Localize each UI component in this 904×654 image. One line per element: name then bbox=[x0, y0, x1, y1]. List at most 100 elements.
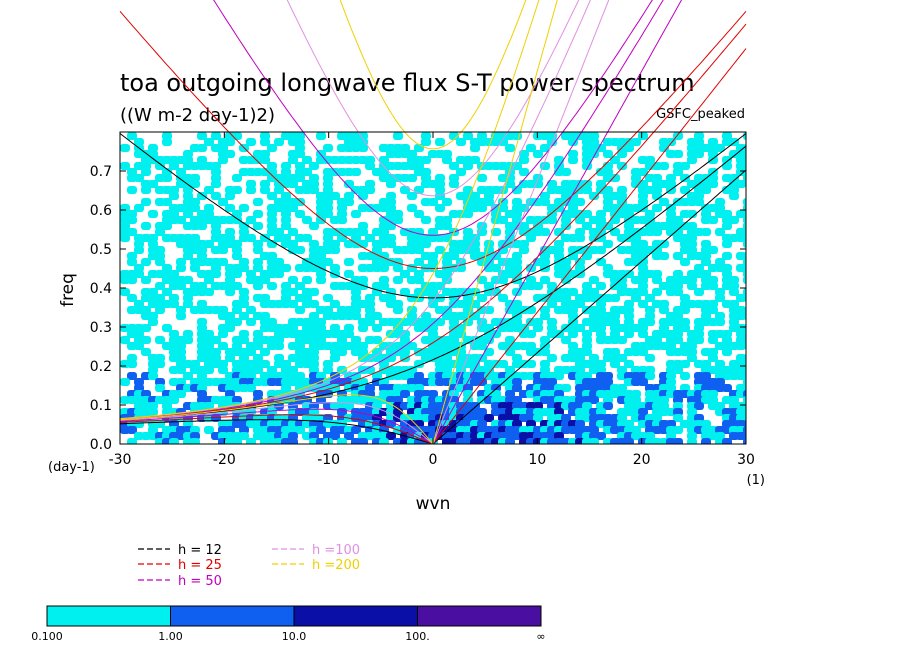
field-cell bbox=[673, 336, 683, 344]
field-cell bbox=[512, 270, 522, 278]
field-cell bbox=[435, 246, 445, 254]
field-cell bbox=[603, 198, 613, 206]
field-cell bbox=[722, 336, 732, 344]
field-cell bbox=[365, 294, 375, 302]
field-cell bbox=[533, 402, 543, 410]
dispersion-curves bbox=[119, 0, 747, 444]
field-cell bbox=[561, 216, 571, 224]
field-cell bbox=[428, 252, 438, 260]
field-cell bbox=[743, 294, 746, 302]
field-cell bbox=[351, 294, 361, 302]
field-cell bbox=[743, 216, 746, 224]
field-cell bbox=[127, 426, 137, 434]
field-cell bbox=[638, 240, 648, 248]
field-cell bbox=[274, 228, 284, 236]
field-cell bbox=[337, 336, 347, 344]
x-tick-label: 20 bbox=[633, 452, 651, 468]
field-cell bbox=[176, 216, 186, 224]
field-cell bbox=[652, 288, 662, 296]
field-cell bbox=[288, 228, 298, 236]
field-cell bbox=[267, 222, 277, 230]
field-cell bbox=[218, 330, 228, 338]
field-cell bbox=[743, 288, 746, 296]
field-cell bbox=[127, 258, 137, 266]
field-cell bbox=[540, 276, 550, 284]
field-cell bbox=[260, 348, 270, 356]
field-cell bbox=[715, 312, 725, 320]
field-cell bbox=[253, 210, 263, 218]
field-cell bbox=[253, 282, 263, 290]
field-cell bbox=[379, 252, 389, 260]
field-cell bbox=[260, 156, 270, 164]
field-cell bbox=[211, 132, 221, 140]
field-cell bbox=[575, 258, 585, 266]
field-cell bbox=[344, 324, 354, 332]
field-cell bbox=[582, 186, 592, 194]
field-cell bbox=[330, 300, 340, 308]
field-cell bbox=[589, 132, 599, 140]
field-cell bbox=[666, 210, 676, 218]
field-cell bbox=[470, 192, 480, 200]
field-cell bbox=[141, 336, 151, 344]
field-cell bbox=[197, 252, 207, 260]
field-cell bbox=[393, 210, 403, 218]
field-cell bbox=[652, 186, 662, 194]
field-cell bbox=[225, 288, 235, 296]
field-cell bbox=[386, 354, 396, 362]
field-cell bbox=[687, 354, 697, 362]
field-cell bbox=[260, 150, 270, 158]
field-cell bbox=[470, 144, 480, 152]
field-cell bbox=[526, 306, 536, 314]
field-cell bbox=[204, 138, 214, 146]
field-cell bbox=[190, 174, 200, 182]
field-cell bbox=[477, 204, 487, 212]
field-cell bbox=[505, 390, 515, 398]
field-cell bbox=[246, 138, 256, 146]
field-cell bbox=[729, 138, 739, 146]
field-cell bbox=[596, 282, 606, 290]
field-cell bbox=[617, 150, 627, 158]
field-cell bbox=[659, 252, 669, 260]
field-cell bbox=[232, 210, 242, 218]
field-cell bbox=[722, 222, 732, 230]
field-cell bbox=[330, 324, 340, 332]
field-cell bbox=[470, 312, 480, 320]
field-cell bbox=[218, 366, 228, 374]
field-cell bbox=[631, 426, 641, 434]
field-cell bbox=[540, 312, 550, 320]
field-cell bbox=[197, 300, 207, 308]
inertio-gravity-curve bbox=[119, 10, 747, 270]
field-cell bbox=[190, 438, 200, 444]
field-cell bbox=[491, 390, 501, 398]
field-cell bbox=[673, 414, 683, 422]
field-cell bbox=[715, 198, 725, 206]
field-cell bbox=[743, 396, 746, 404]
field-cell bbox=[197, 156, 207, 164]
field-cell bbox=[512, 186, 522, 194]
field-cell bbox=[358, 138, 368, 146]
field-cell bbox=[176, 264, 186, 272]
field-cell bbox=[414, 162, 424, 170]
field-cell bbox=[659, 396, 669, 404]
field-cell bbox=[239, 312, 249, 320]
field-cell bbox=[617, 414, 627, 422]
field-cell bbox=[624, 420, 634, 428]
field-cell bbox=[295, 138, 305, 146]
field-cell bbox=[736, 264, 746, 272]
field-cell bbox=[141, 306, 151, 314]
field-cell bbox=[428, 258, 438, 266]
field-cell bbox=[162, 138, 172, 146]
field-cell bbox=[386, 432, 396, 440]
field-cell bbox=[736, 306, 746, 314]
field-cell bbox=[743, 366, 746, 374]
field-cell bbox=[176, 366, 186, 374]
field-cell bbox=[400, 390, 410, 398]
field-cell bbox=[645, 156, 655, 164]
field-cell bbox=[526, 420, 536, 428]
field-cell bbox=[449, 132, 459, 140]
field-cell bbox=[673, 228, 683, 236]
field-cell bbox=[141, 222, 151, 230]
field-cell bbox=[204, 204, 214, 212]
field-cell bbox=[645, 366, 655, 374]
